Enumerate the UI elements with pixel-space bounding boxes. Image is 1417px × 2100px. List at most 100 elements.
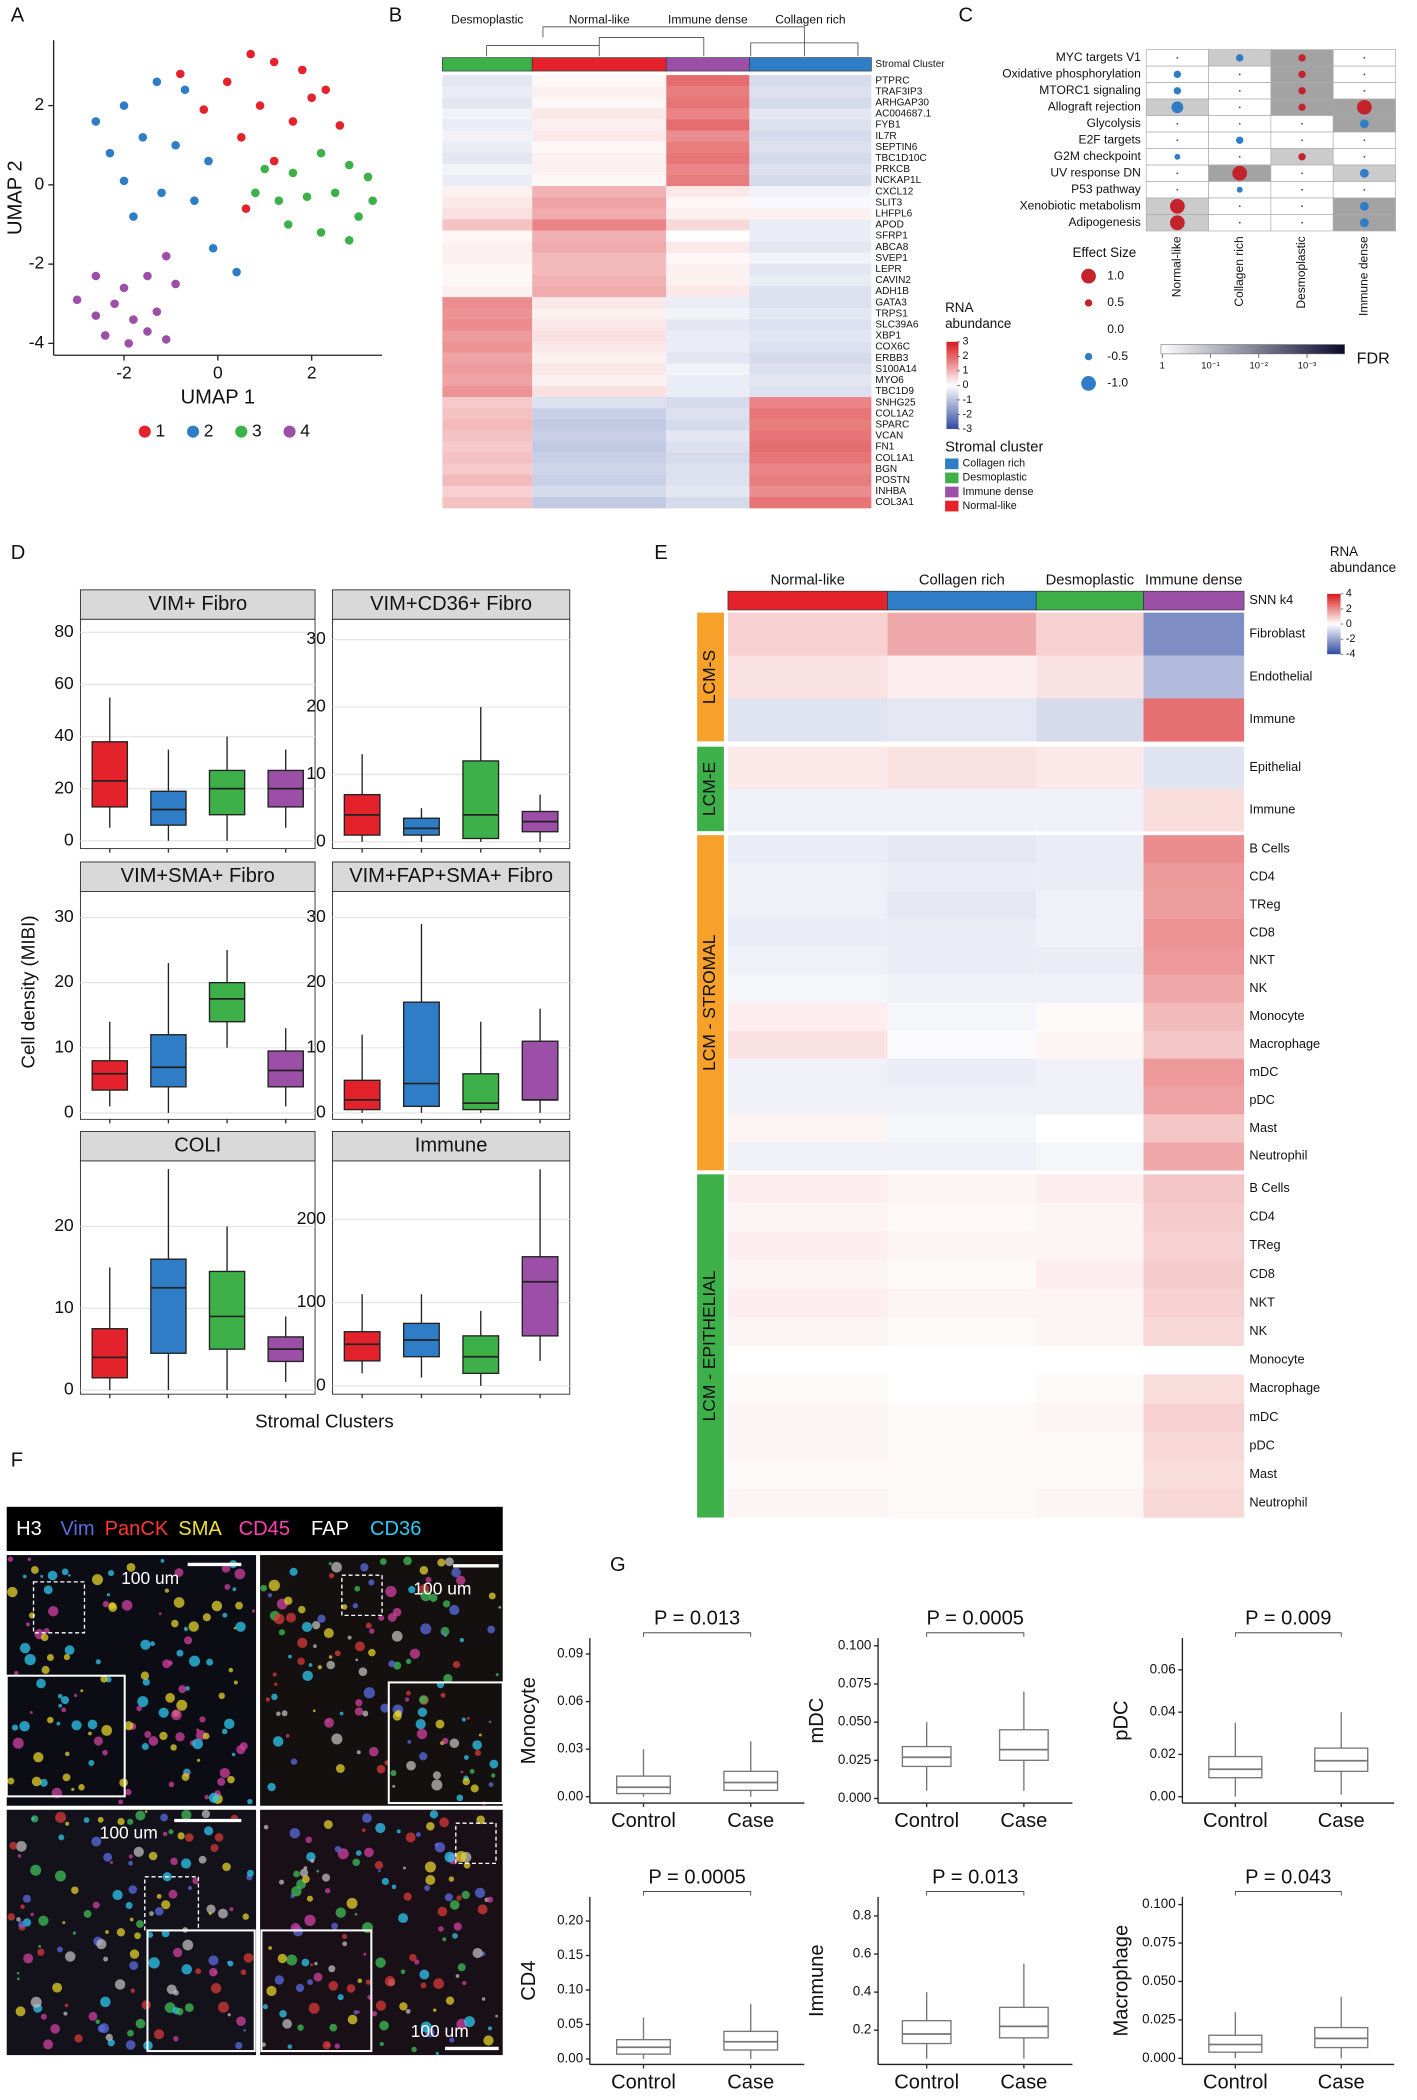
cell: [323, 1628, 334, 1639]
inset: [146, 1929, 256, 2053]
x-tick-label: Control: [1203, 1810, 1268, 1832]
y-tick-label: 20: [306, 696, 325, 716]
cell: [403, 1556, 412, 1566]
row-label: COL3A1: [875, 497, 914, 508]
cell: [442, 1600, 451, 1608]
heat-cell: [1143, 746, 1245, 790]
effect-dot: [1169, 215, 1185, 231]
cell: [286, 1954, 298, 1966]
cell: [431, 1779, 443, 1791]
cell: [228, 1667, 234, 1673]
x-tick-label: Case: [727, 2072, 774, 2094]
cell: [219, 1767, 230, 1779]
cell: [433, 2008, 437, 2012]
point: [176, 69, 185, 79]
cell: [495, 1673, 499, 1677]
effect-dot: [1298, 153, 1306, 161]
column-label: Collagen rich: [1232, 236, 1246, 306]
cell: [365, 1979, 372, 1985]
effect-dot: [1359, 119, 1369, 129]
group-bar: [727, 590, 888, 611]
box: [343, 1079, 381, 1111]
heat-cell: [1143, 788, 1245, 832]
heat-cell: [442, 297, 533, 309]
facet-title: VIM+SMA+ Fibro: [121, 865, 275, 887]
heat-cell: [727, 1202, 888, 1232]
cell: [176, 1699, 188, 1711]
roi: [144, 1876, 200, 1932]
heat-cell: [1143, 1374, 1245, 1404]
heat-cell: [442, 430, 533, 442]
cell: [273, 1613, 285, 1625]
cell: [217, 2001, 229, 2013]
y-tick-label: 0: [316, 830, 326, 850]
cell: [429, 1593, 438, 1602]
cell: [298, 1605, 306, 1614]
heat-cell: [666, 408, 750, 420]
heat-cell: [532, 108, 667, 120]
cell: [463, 1755, 469, 1760]
y-tick-label: 0.6: [853, 1946, 872, 1961]
cell: [148, 1736, 159, 1746]
heat-cell: [532, 197, 667, 209]
cell: [279, 2010, 287, 2018]
heat-cell: [1143, 1431, 1245, 1461]
cell: [462, 1980, 467, 1986]
heat-cell: [442, 274, 533, 287]
y-axis-label: pDC: [1110, 1701, 1132, 1741]
effect-dot: [1298, 103, 1306, 111]
cell: [128, 1885, 138, 1894]
point: [91, 117, 101, 126]
row-label: Macrophage: [1249, 1380, 1320, 1395]
cell: [135, 1810, 146, 1821]
cell: [46, 1653, 54, 1661]
row-label: SLIT3: [875, 197, 902, 208]
heat-cell: [666, 186, 750, 198]
row-label: CD8: [1249, 1266, 1274, 1281]
cell: [140, 1671, 150, 1680]
heat-cell: [442, 97, 533, 109]
point: [288, 168, 298, 178]
heat-cell: [666, 219, 750, 231]
heat-cell: [1143, 612, 1245, 656]
cell: [164, 1588, 170, 1593]
cell: [74, 1693, 78, 1698]
cell: [305, 1836, 312, 1844]
heat-cell: [749, 197, 872, 209]
cell: [308, 2002, 320, 2014]
cell: [217, 1908, 228, 1919]
effect-dot: [1238, 221, 1241, 224]
row-label: COL1A1: [875, 453, 914, 464]
bracket: [926, 1891, 1025, 1896]
heat-cell: [887, 974, 1037, 1004]
cell: [224, 1584, 231, 1590]
box: [208, 981, 246, 1023]
point: [246, 49, 255, 59]
colorbar-title: abundance: [945, 316, 1011, 331]
cell: [183, 1626, 189, 1632]
heat-cell: [666, 430, 750, 442]
box: [208, 1270, 246, 1350]
row-label: CAVIN2: [875, 275, 911, 286]
cell: [445, 1996, 455, 2005]
cell: [61, 1707, 67, 1713]
heat-cell: [887, 1142, 1037, 1171]
heat-cell: [442, 363, 533, 376]
cell: [285, 1734, 290, 1738]
x-tick-label: Case: [1000, 1810, 1047, 1832]
heat-cell: [442, 286, 533, 298]
heat-cell: [442, 419, 533, 431]
cell: [302, 1670, 313, 1682]
roi: [341, 1574, 383, 1617]
cell: [396, 1829, 401, 1834]
cell: [173, 2036, 179, 2042]
cell: [363, 1687, 375, 1699]
point: [251, 188, 260, 198]
heat-cell: [1036, 1002, 1144, 1031]
cell: [424, 1885, 431, 1892]
heat-cell: [666, 374, 750, 387]
cell: [334, 1845, 342, 1853]
heat-cell: [1143, 1288, 1245, 1318]
cell: [126, 1562, 136, 1572]
